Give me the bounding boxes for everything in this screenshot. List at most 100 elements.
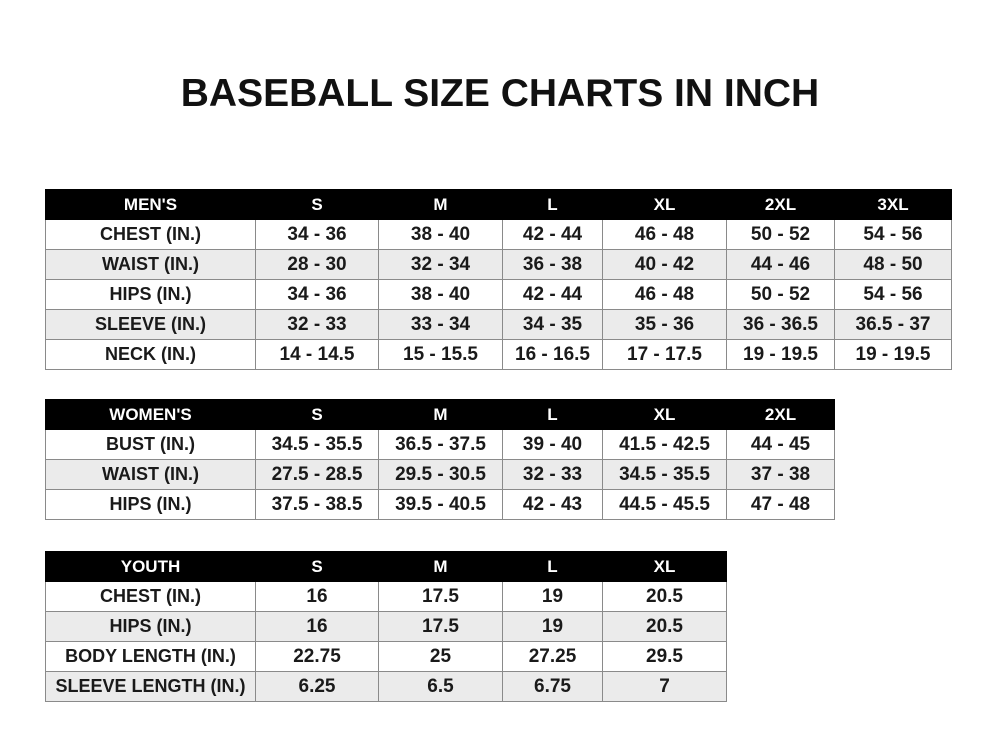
measurement-label: NECK (IN.) — [45, 339, 256, 370]
size-value-cell: 50 - 52 — [726, 279, 835, 310]
size-header: XL — [602, 189, 727, 220]
category-header: YOUTH — [45, 551, 256, 582]
size-value-cell: 36 - 38 — [502, 249, 603, 280]
size-value-cell: 29.5 - 30.5 — [378, 459, 503, 490]
size-value-cell: 6.5 — [378, 671, 503, 702]
measurement-label: HIPS (IN.) — [45, 279, 256, 310]
size-header: 2XL — [726, 189, 835, 220]
size-value-cell: 34 - 36 — [255, 279, 379, 310]
size-value-cell: 33 - 34 — [378, 309, 503, 340]
size-value-cell: 42 - 44 — [502, 219, 603, 250]
measurement-label: HIPS (IN.) — [45, 611, 256, 642]
size-value-cell: 40 - 42 — [602, 249, 727, 280]
size-header: 2XL — [726, 399, 835, 430]
size-value-cell: 32 - 33 — [502, 459, 603, 490]
size-value-cell: 42 - 44 — [502, 279, 603, 310]
size-value-cell: 27.25 — [502, 641, 603, 672]
measurement-label: SLEEVE LENGTH (IN.) — [45, 671, 256, 702]
size-value-cell: 19 — [502, 581, 603, 612]
size-header: S — [255, 551, 379, 582]
table-row: BUST (IN.) 34.5 - 35.5 36.5 - 37.5 39 - 40 4… — [45, 429, 835, 460]
table-row: HIPS (IN.) 34 - 36 38 - 40 42 - 44 46 - 48 50… — [45, 279, 952, 310]
size-header: XL — [602, 399, 727, 430]
size-value-cell: 16 — [255, 611, 379, 642]
measurement-label: BUST (IN.) — [45, 429, 256, 460]
size-value-cell: 48 - 50 — [834, 249, 952, 280]
size-value-cell: 16 — [255, 581, 379, 612]
table-row: SLEEVE LENGTH (IN.) 6.25 6.5 6.75 7 — [45, 671, 727, 702]
size-value-cell: 39.5 - 40.5 — [378, 489, 503, 520]
mens-size-table: MEN'S S M L XL 2XL 3XL CHEST (IN.) 34 - 36 38 - 4… — [45, 189, 952, 370]
size-value-cell: 44.5 - 45.5 — [602, 489, 727, 520]
size-value-cell: 46 - 48 — [602, 279, 727, 310]
size-value-cell: 28 - 30 — [255, 249, 379, 280]
size-value-cell: 36.5 - 37 — [834, 309, 952, 340]
size-value-cell: 39 - 40 — [502, 429, 603, 460]
header-row: YOUTH S M L XL — [45, 551, 727, 582]
category-header: MEN'S — [45, 189, 256, 220]
size-value-cell: 19 - 19.5 — [726, 339, 835, 370]
size-value-cell: 17.5 — [378, 611, 503, 642]
measurement-label: HIPS (IN.) — [45, 489, 256, 520]
size-value-cell: 14 - 14.5 — [255, 339, 379, 370]
size-value-cell: 27.5 - 28.5 — [255, 459, 379, 490]
header-row: MEN'S S M L XL 2XL 3XL — [45, 189, 952, 220]
size-value-cell: 20.5 — [602, 581, 727, 612]
size-value-cell: 34 - 35 — [502, 309, 603, 340]
size-header: S — [255, 399, 379, 430]
size-value-cell: 50 - 52 — [726, 219, 835, 250]
size-value-cell: 54 - 56 — [834, 219, 952, 250]
size-value-cell: 19 — [502, 611, 603, 642]
size-value-cell: 37.5 - 38.5 — [255, 489, 379, 520]
size-header: M — [378, 551, 503, 582]
size-value-cell: 42 - 43 — [502, 489, 603, 520]
header-row: WOMEN'S S M L XL 2XL — [45, 399, 835, 430]
size-value-cell: 15 - 15.5 — [378, 339, 503, 370]
measurement-label: SLEEVE (IN.) — [45, 309, 256, 340]
size-value-cell: 29.5 — [602, 641, 727, 672]
youth-size-table: YOUTH S M L XL CHEST (IN.) 16 17.5 19 20.5 HIPS (I… — [45, 551, 727, 702]
size-header: M — [378, 399, 503, 430]
size-header: L — [502, 399, 603, 430]
size-value-cell: 36.5 - 37.5 — [378, 429, 503, 460]
size-value-cell: 16 - 16.5 — [502, 339, 603, 370]
size-value-cell: 46 - 48 — [602, 219, 727, 250]
size-header: L — [502, 551, 603, 582]
size-value-cell: 34.5 - 35.5 — [602, 459, 727, 490]
table-row: HIPS (IN.) 16 17.5 19 20.5 — [45, 611, 727, 642]
size-value-cell: 41.5 - 42.5 — [602, 429, 727, 460]
womens-size-table: WOMEN'S S M L XL 2XL BUST (IN.) 34.5 - 35.5 36.5… — [45, 399, 835, 520]
size-value-cell: 34.5 - 35.5 — [255, 429, 379, 460]
size-value-cell: 6.25 — [255, 671, 379, 702]
table-row: WAIST (IN.) 27.5 - 28.5 29.5 - 30.5 32 - 33… — [45, 459, 835, 490]
size-header: 3XL — [834, 189, 952, 220]
size-value-cell: 32 - 34 — [378, 249, 503, 280]
size-value-cell: 19 - 19.5 — [834, 339, 952, 370]
table-row: WAIST (IN.) 28 - 30 32 - 34 36 - 38 40 - 42 4… — [45, 249, 952, 280]
measurement-label: WAIST (IN.) — [45, 459, 256, 490]
size-value-cell: 20.5 — [602, 611, 727, 642]
size-value-cell: 34 - 36 — [255, 219, 379, 250]
size-value-cell: 35 - 36 — [602, 309, 727, 340]
table-row: CHEST (IN.) 34 - 36 38 - 40 42 - 44 46 - 48 5… — [45, 219, 952, 250]
page-title: BASEBALL SIZE CHARTS IN INCH — [180, 72, 820, 115]
size-value-cell: 47 - 48 — [726, 489, 835, 520]
size-value-cell: 25 — [378, 641, 503, 672]
size-value-cell: 44 - 45 — [726, 429, 835, 460]
size-value-cell: 32 - 33 — [255, 309, 379, 340]
size-value-cell: 44 - 46 — [726, 249, 835, 280]
size-value-cell: 17 - 17.5 — [602, 339, 727, 370]
measurement-label: CHEST (IN.) — [45, 219, 256, 250]
size-value-cell: 38 - 40 — [378, 279, 503, 310]
size-value-cell: 7 — [602, 671, 727, 702]
table-row: CHEST (IN.) 16 17.5 19 20.5 — [45, 581, 727, 612]
size-value-cell: 36 - 36.5 — [726, 309, 835, 340]
table-row: NECK (IN.) 14 - 14.5 15 - 15.5 16 - 16.5 17 … — [45, 339, 952, 370]
size-header: M — [378, 189, 503, 220]
table-row: HIPS (IN.) 37.5 - 38.5 39.5 - 40.5 42 - 43 4… — [45, 489, 835, 520]
measurement-label: WAIST (IN.) — [45, 249, 256, 280]
size-value-cell: 17.5 — [378, 581, 503, 612]
table-row: BODY LENGTH (IN.) 22.75 25 27.25 29.5 — [45, 641, 727, 672]
table-row: SLEEVE (IN.) 32 - 33 33 - 34 34 - 35 35 - 36… — [45, 309, 952, 340]
size-value-cell: 6.75 — [502, 671, 603, 702]
